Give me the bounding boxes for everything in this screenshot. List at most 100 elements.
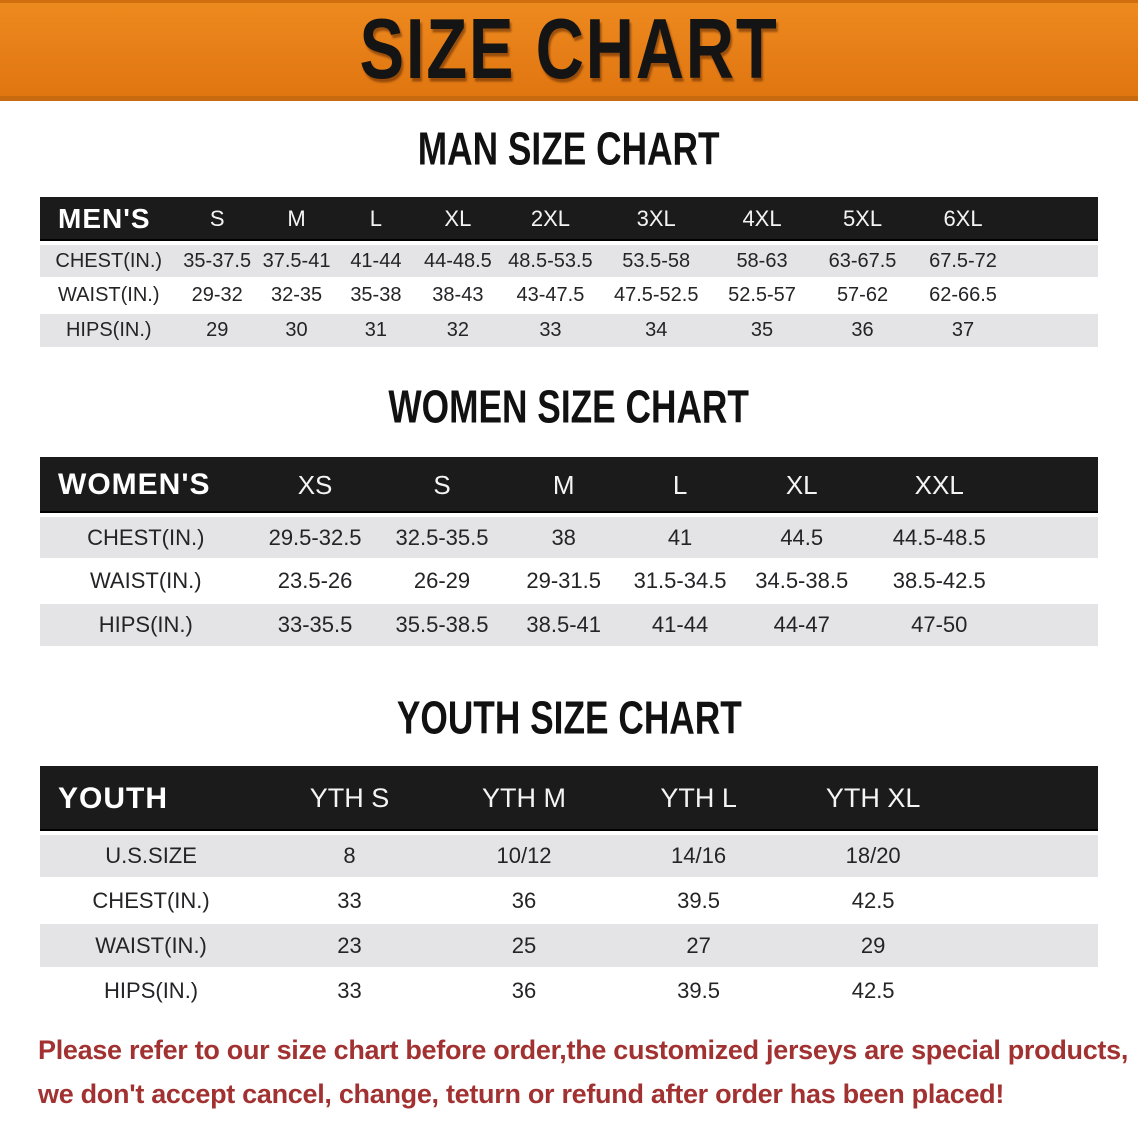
size-column-header: YTH XL xyxy=(785,766,961,835)
table-row: CHEST(IN.) 29.5-32.5 32.5-35.5 38 41 44.5 44.5… xyxy=(40,515,1098,560)
section-title-men: MAN SIZE CHART xyxy=(0,124,1138,172)
cell-value: 41-44 xyxy=(621,603,739,648)
table-row: HIPS(IN.) 29 30 31 32 33 34 35 36 37 xyxy=(40,313,1098,349)
cell-value: 14/16 xyxy=(611,833,786,879)
cell-value: 37.5-41 xyxy=(256,243,337,279)
cell-value: 8 xyxy=(262,833,437,879)
row-label: CHEST(IN.) xyxy=(40,878,263,924)
table-header-row: YOUTH YTH S YTH M YTH L YTH XL xyxy=(40,766,1098,835)
size-column-header: XL xyxy=(415,197,501,245)
size-column-header: XL xyxy=(738,457,866,517)
cell-value: 31 xyxy=(336,313,416,349)
size-column-header: YTH M xyxy=(436,766,612,835)
cell-value: 27 xyxy=(611,923,786,969)
disclaimer-line-1: Please refer to our size chart before or… xyxy=(38,1035,1129,1065)
cell-filler xyxy=(1013,515,1098,560)
cell-value: 23.5-26 xyxy=(251,559,379,604)
cell-value: 29.5-32.5 xyxy=(251,515,379,560)
table-header-row: MEN'S S M L XL 2XL 3XL 4XL 5XL 6XL xyxy=(40,197,1098,245)
size-column-header: 6XL xyxy=(912,197,1014,245)
table-header-label: WOMEN'S xyxy=(40,457,252,517)
size-column-header: L xyxy=(336,197,416,245)
row-label: WAIST(IN.) xyxy=(40,559,252,604)
disclaimer: Please refer to our size chart before or… xyxy=(0,1028,1138,1116)
table-header-label: MEN'S xyxy=(40,197,178,245)
cell-value: 37 xyxy=(912,313,1014,349)
size-column-header: 5XL xyxy=(812,197,913,245)
size-column-header: M xyxy=(256,197,337,245)
size-column-header: S xyxy=(177,197,257,245)
table-header-row: WOMEN'S XS S M L XL XXL xyxy=(40,457,1098,517)
cell-value: 41-44 xyxy=(336,243,416,279)
table-row: CHEST(IN.) 35-37.5 37.5-41 41-44 44-48.5 48.5… xyxy=(40,243,1098,279)
table-row: WAIST(IN.) 23 25 27 29 xyxy=(40,923,1098,969)
header-filler xyxy=(1013,197,1098,245)
cell-value: 32 xyxy=(415,313,501,349)
size-column-header: 4XL xyxy=(711,197,813,245)
size-column-header: S xyxy=(378,457,506,517)
row-label: HIPS(IN.) xyxy=(40,313,178,349)
section-title-youth: YOUTH SIZE CHART xyxy=(0,693,1138,741)
section-title-women-text: WOMEN SIZE CHART xyxy=(388,380,750,433)
cell-value: 57-62 xyxy=(812,278,913,314)
cell-value: 29 xyxy=(177,313,257,349)
cell-value: 38-43 xyxy=(415,278,501,314)
cell-value: 48.5-53.5 xyxy=(500,243,601,279)
header-filler xyxy=(1013,457,1098,517)
row-label: HIPS(IN.) xyxy=(40,968,263,1014)
cell-value: 39.5 xyxy=(611,968,786,1014)
cell-value: 36 xyxy=(436,968,612,1014)
cell-value: 39.5 xyxy=(611,878,786,924)
table-header-label: YOUTH xyxy=(40,766,263,835)
disclaimer-line-2: we don't accept cancel, change, teturn o… xyxy=(38,1079,1005,1109)
size-column-header: 3XL xyxy=(600,197,712,245)
cell-value: 29-32 xyxy=(177,278,257,314)
cell-value: 63-67.5 xyxy=(812,243,913,279)
cell-value: 29-31.5 xyxy=(505,559,622,604)
size-column-header: YTH S xyxy=(262,766,437,835)
cell-value: 58-63 xyxy=(711,243,813,279)
table-row: CHEST(IN.) 33 36 39.5 42.5 xyxy=(40,878,1098,924)
cell-value: 42.5 xyxy=(785,968,961,1014)
cell-value: 47-50 xyxy=(865,603,1014,648)
cell-value: 31.5-34.5 xyxy=(621,559,739,604)
cell-value: 33-35.5 xyxy=(251,603,379,648)
cell-value: 42.5 xyxy=(785,878,961,924)
size-column-header: YTH L xyxy=(611,766,786,835)
youth-size-table: YOUTH YTH S YTH M YTH L YTH XL U.S.SIZE 8 10/12… xyxy=(40,766,1098,1014)
cell-value: 26-29 xyxy=(378,559,506,604)
cell-filler xyxy=(960,833,1098,879)
cell-value: 34 xyxy=(600,313,712,349)
cell-value: 35.5-38.5 xyxy=(378,603,506,648)
cell-value: 41 xyxy=(621,515,739,560)
banner: SIZE CHART xyxy=(0,0,1138,101)
cell-value: 35 xyxy=(711,313,813,349)
cell-value: 38.5-42.5 xyxy=(865,559,1014,604)
cell-filler xyxy=(1013,243,1098,279)
cell-value: 44-48.5 xyxy=(415,243,501,279)
cell-filler xyxy=(1013,559,1098,604)
cell-value: 34.5-38.5 xyxy=(738,559,866,604)
cell-value: 32.5-35.5 xyxy=(378,515,506,560)
row-label: CHEST(IN.) xyxy=(40,243,178,279)
size-column-header: M xyxy=(505,457,622,517)
youth-size-chart-section: YOUTH SIZE CHART YOUTH YTH S YTH M YTH L YTH… xyxy=(0,693,1138,1014)
cell-value: 35-37.5 xyxy=(177,243,257,279)
banner-title: SIZE CHART xyxy=(359,1,779,98)
cell-value: 18/20 xyxy=(785,833,961,879)
cell-value: 44.5-48.5 xyxy=(865,515,1014,560)
size-column-header: L xyxy=(621,457,739,517)
table-row: HIPS(IN.) 33 36 39.5 42.5 xyxy=(40,968,1098,1014)
cell-value: 36 xyxy=(812,313,913,349)
cell-filler xyxy=(960,923,1098,969)
header-filler xyxy=(960,766,1098,835)
table-row: WAIST(IN.) 29-32 32-35 35-38 38-43 43-47.5 47.… xyxy=(40,278,1098,314)
men-size-table: MEN'S S M L XL 2XL 3XL 4XL 5XL 6XL CHEST(IN.) 35-37… xyxy=(40,197,1098,349)
row-label: CHEST(IN.) xyxy=(40,515,252,560)
cell-value: 44.5 xyxy=(738,515,866,560)
cell-value: 25 xyxy=(436,923,612,969)
women-size-table: WOMEN'S XS S M L XL XXL CHEST(IN.) 29.5-32.5 32.5… xyxy=(40,457,1098,648)
size-column-header: XXL xyxy=(865,457,1014,517)
cell-value: 29 xyxy=(785,923,961,969)
